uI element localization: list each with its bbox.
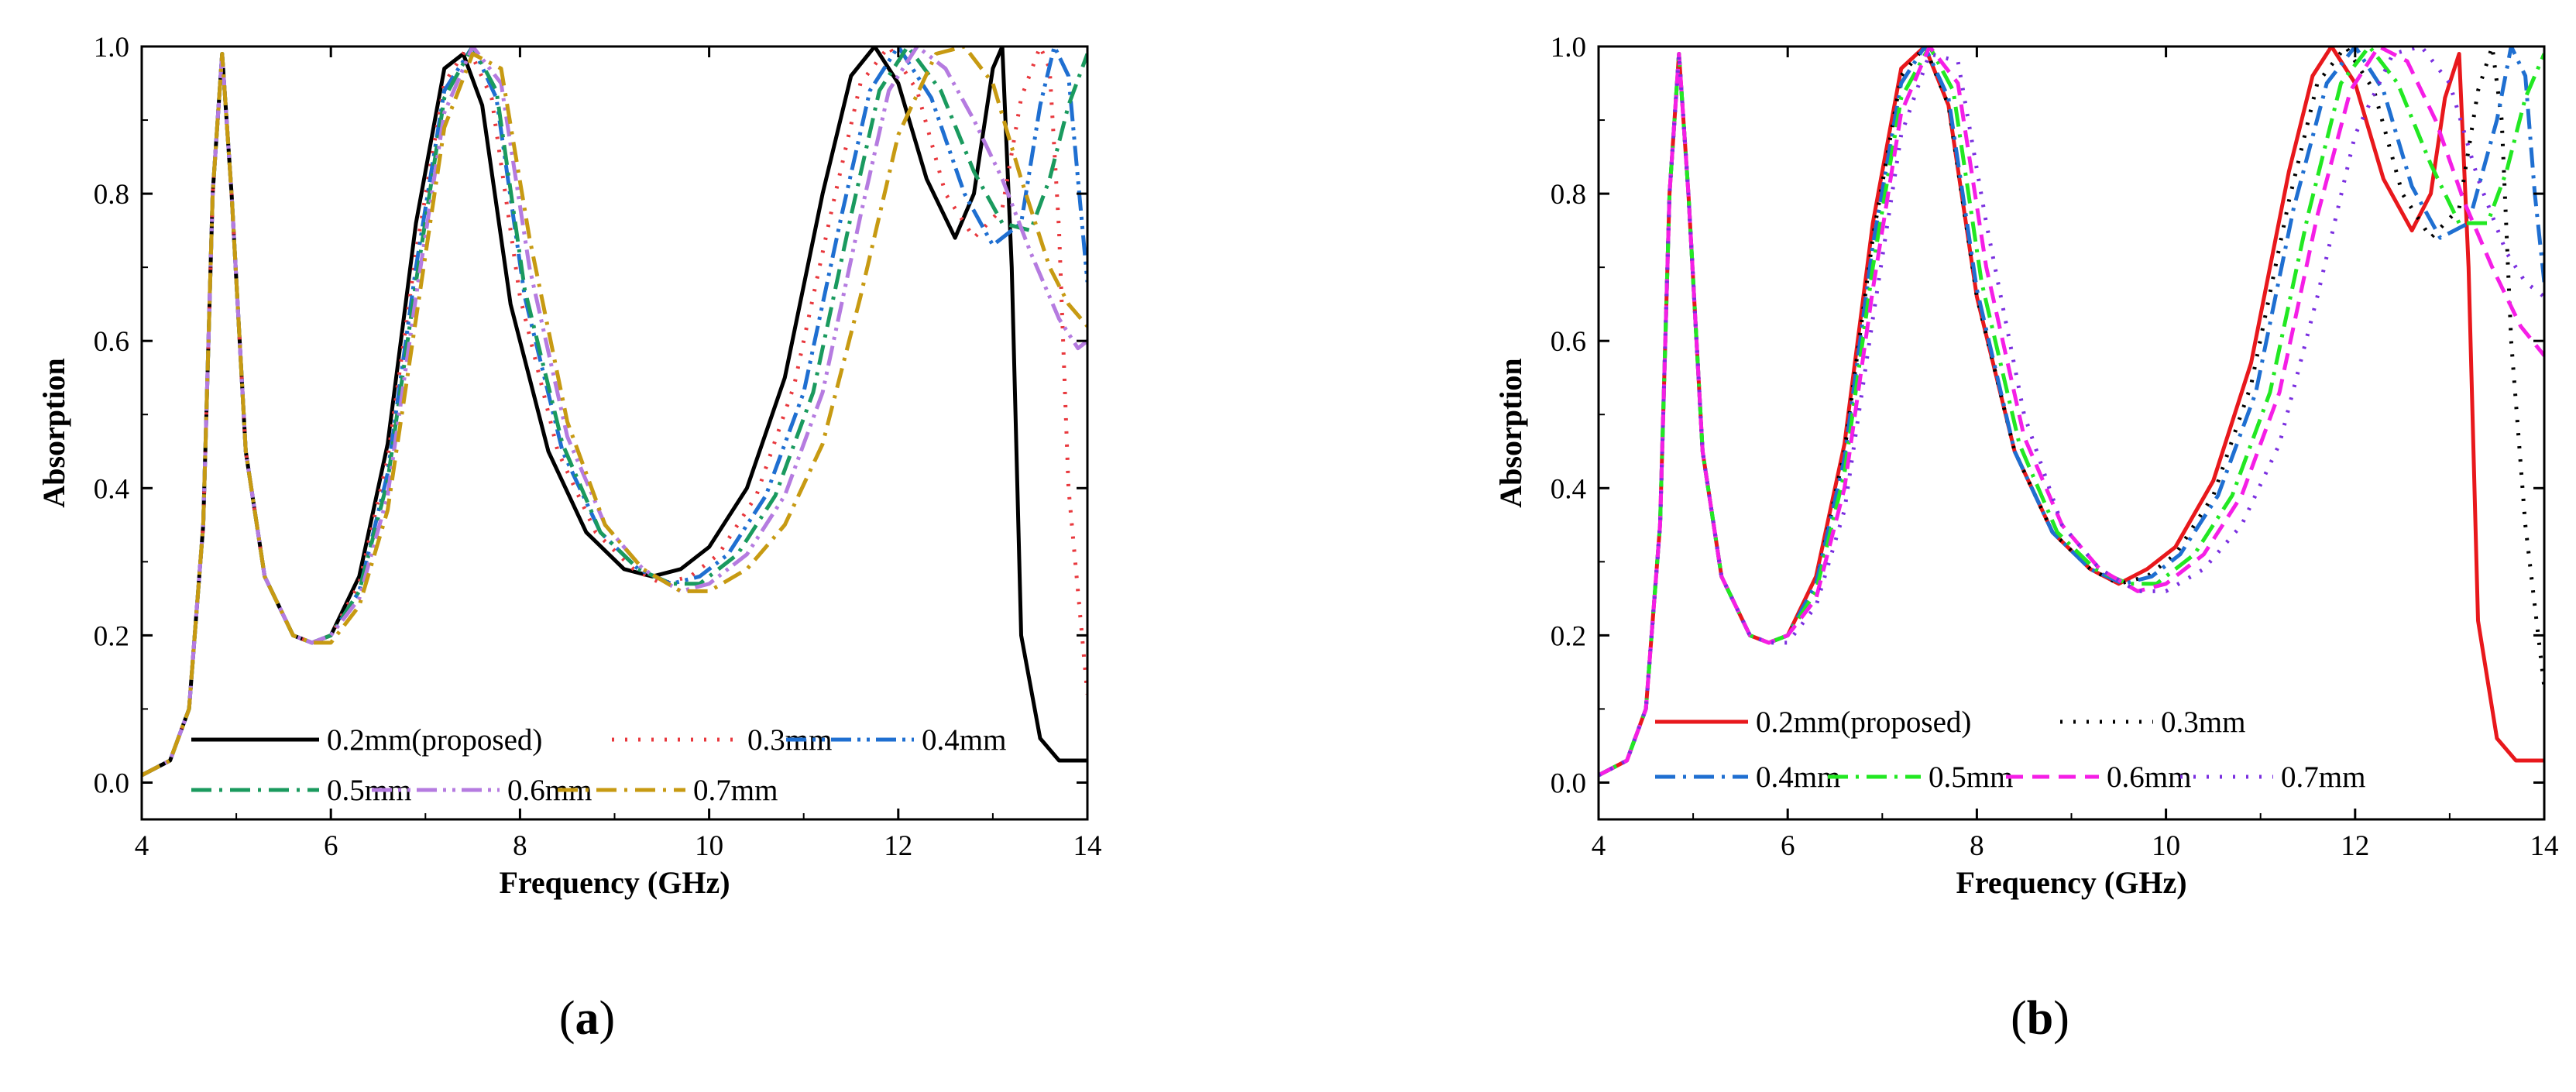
y-tick-label: 0.4 xyxy=(1551,473,1586,505)
y-tick-label: 0.2 xyxy=(1551,620,1586,652)
x-tick-label: 6 xyxy=(324,830,338,862)
panel-label-open: ( xyxy=(2011,992,2027,1045)
legend-entry: 0.6mm xyxy=(2107,761,2191,794)
chart-panel-a: 4 6 8 10 12 14 0.0 0.2 0.4 0.6 0.8 1.0 Frequency (GH… xyxy=(36,32,1102,1045)
legend-entry: 0.2mm(proposed) xyxy=(1756,706,1971,739)
legend-entry: 0.3mm xyxy=(2161,706,2245,739)
y-axis-label: Absorption xyxy=(1493,358,1528,507)
series-line-0.6mm xyxy=(142,46,1087,778)
y-tick-label: 1.0 xyxy=(94,32,129,64)
legend-entry: 0.4mm xyxy=(922,723,1006,757)
x-tick-label: 8 xyxy=(513,830,527,862)
panel-label: (b) xyxy=(2011,992,2069,1045)
x-axis-label: Frequency (GHz) xyxy=(1956,865,2186,900)
y-tick-label: 0.8 xyxy=(1551,179,1586,211)
x-tick-label: 12 xyxy=(2341,830,2369,862)
x-tick-label: 10 xyxy=(2152,830,2180,862)
series-line-0.4mm xyxy=(1599,46,2544,778)
legend-entry: 0.5mm xyxy=(327,774,411,807)
panel-label-letter: a xyxy=(575,992,599,1045)
series-line-0.7mm xyxy=(142,46,1087,778)
series-line-0.6mm xyxy=(1599,46,2544,778)
x-tick-label: 14 xyxy=(2530,830,2559,862)
legend-entry: 0.7mm xyxy=(2281,761,2365,794)
x-axis-label: Frequency (GHz) xyxy=(499,865,730,900)
panel-label-letter: b xyxy=(2027,992,2053,1045)
x-tick-label: 8 xyxy=(1970,830,1984,862)
x-tick-label: 12 xyxy=(884,830,912,862)
y-tick-label: 0.0 xyxy=(1551,767,1586,799)
legend-entry: 0.7mm xyxy=(693,774,778,807)
series-line-0.4mm xyxy=(142,46,1087,778)
y-tick-label: 0.4 xyxy=(94,473,129,505)
x-tick-label: 10 xyxy=(695,830,723,862)
panel-label: (a) xyxy=(559,992,615,1045)
panel-label-close: ) xyxy=(2053,992,2069,1045)
legend-entry: 0.6mm xyxy=(507,774,592,807)
x-tick-label: 4 xyxy=(1592,830,1606,862)
panel-label-close: ) xyxy=(599,992,616,1045)
y-tick-label: 0.8 xyxy=(94,179,129,211)
series-line-0.7mm xyxy=(1599,46,2544,778)
x-tick-label: 4 xyxy=(135,830,149,862)
y-axis-label: Absorption xyxy=(36,358,71,507)
plot-frame xyxy=(140,45,1089,821)
x-tick-label: 14 xyxy=(1073,830,1102,862)
series-line-0.5mm xyxy=(142,46,1087,778)
legend-entry: 0.4mm xyxy=(1756,761,1840,794)
y-tick-label: 0.2 xyxy=(94,620,129,652)
series-line-0.3mm xyxy=(142,46,1087,778)
plot-frame xyxy=(1597,45,2546,821)
legend-entry: 0.2mm(proposed) xyxy=(327,723,542,757)
series-line-0.2mmproposed xyxy=(142,46,1087,778)
y-tick-label: 0.6 xyxy=(94,326,129,358)
panel-label-open: ( xyxy=(559,992,575,1045)
y-tick-label: 0.6 xyxy=(1551,326,1586,358)
legend-entry: 0.5mm xyxy=(1929,761,2013,794)
chart-panel-b: 4 6 8 10 12 14 0.0 0.2 0.4 0.6 0.8 1.0 Frequency (GH… xyxy=(1493,32,2559,1045)
y-tick-label: 1.0 xyxy=(1551,32,1586,64)
y-tick-label: 0.0 xyxy=(94,767,129,799)
x-tick-label: 6 xyxy=(1781,830,1795,862)
